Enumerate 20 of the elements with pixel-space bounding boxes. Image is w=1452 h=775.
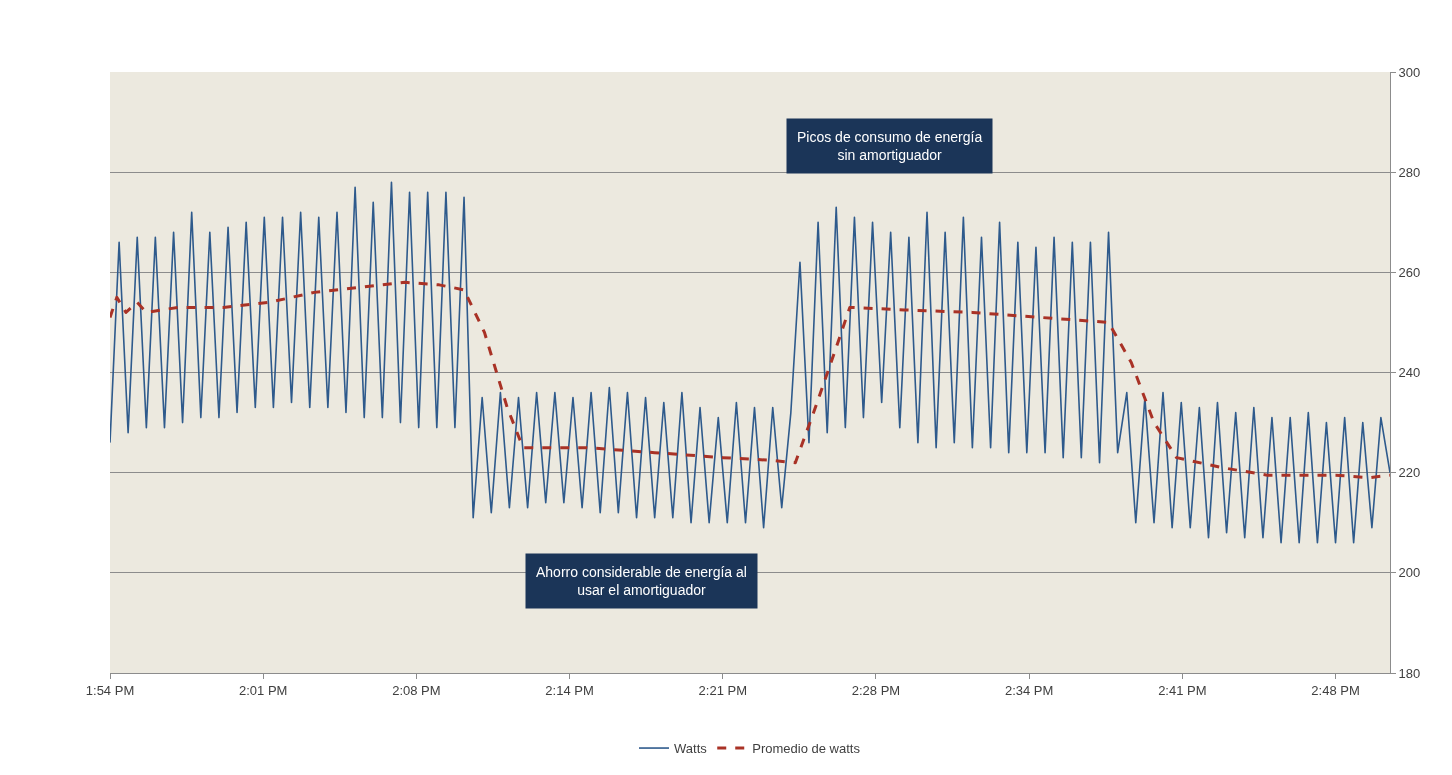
x-tick-label: 2:28 PM	[851, 682, 901, 698]
y-tick-label: 200	[1398, 565, 1421, 581]
y-tick-label: 260	[1398, 264, 1421, 280]
x-tick-label: 2:21 PM	[698, 682, 747, 698]
x-tick-label: 2:34 PM	[1004, 682, 1054, 698]
x-tick-label: 2:08 PM	[392, 682, 441, 698]
y-tick-label: 280	[1398, 164, 1421, 180]
x-tick-label: 2:48 PM	[1311, 682, 1360, 698]
x-tick-label: 2:14 PM	[545, 682, 594, 698]
legend-label: Watts	[674, 741, 708, 757]
y-tick-label: 220	[1398, 465, 1421, 481]
y-tick-label: 240	[1398, 365, 1421, 381]
y-tick-label: 180	[1398, 665, 1421, 681]
x-tick-label: 2:01 PM	[238, 682, 288, 698]
x-tick-label: 2:41 PM	[1158, 682, 1207, 698]
annotation: Picos de consumo de energía sin amortiguador	[797, 129, 983, 164]
x-tick-label: 1:54 PM	[85, 682, 135, 698]
legend-label: Promedio de watts	[752, 741, 861, 757]
y-tick-label: 300	[1398, 64, 1421, 80]
annotation: Ahorro considerable de energía al usar el amortiguador	[536, 564, 747, 599]
